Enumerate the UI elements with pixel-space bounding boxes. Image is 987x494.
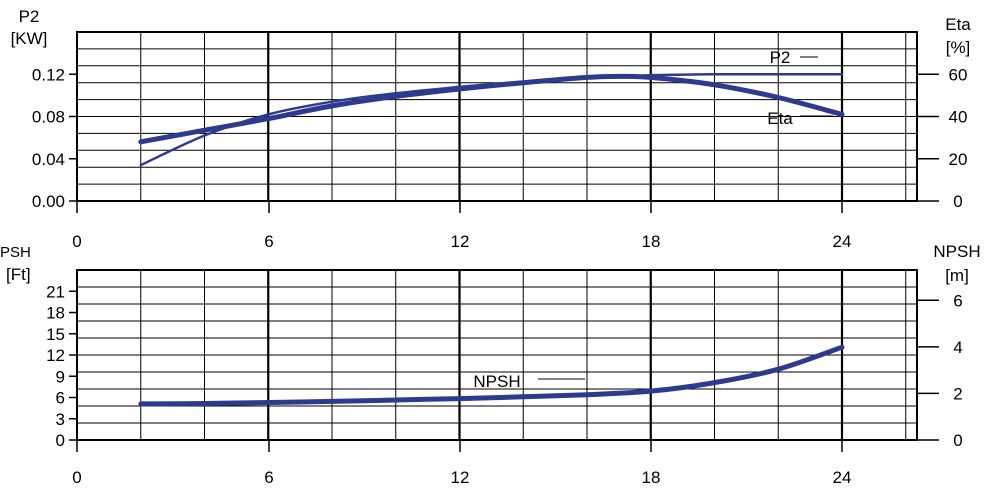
p2-axis-title: P2: [19, 7, 40, 26]
npsh-series-label: NPSH: [473, 372, 520, 391]
panel1-right-tick-label: 0: [953, 192, 962, 211]
eta-curve-line: [141, 76, 842, 141]
psh-axis-title: PSH: [0, 244, 31, 261]
p2-series-label: P2: [770, 48, 791, 67]
panel1-x-tick-label: 0: [72, 232, 81, 251]
panel2-x-tick-label: 18: [642, 468, 661, 487]
panel1-right-tick-label: 40: [949, 108, 968, 127]
panel2-left-tick-label: 21: [46, 282, 65, 301]
panel2-right-tick-label: 2: [953, 384, 962, 403]
panel1-x-tick-label: 24: [833, 232, 852, 251]
panel2-left-tick-label: 9: [56, 367, 65, 386]
panel1-left-tick-label: 0.04: [32, 150, 65, 169]
panel2-left-tick-label: 6: [56, 389, 65, 408]
eta-series-label: Eta: [767, 109, 793, 128]
psh-axis-unit: [Ft]: [6, 265, 31, 284]
panel2-left-tick-label: 12: [46, 346, 65, 365]
npsh-axis-title: NPSH: [933, 242, 980, 261]
panel2-right-tick-label: 4: [953, 338, 962, 357]
panel1-x-tick-label: 12: [451, 232, 470, 251]
panel1-right-tick-label: 60: [949, 65, 968, 84]
panel1-x-tick-label: 18: [642, 232, 661, 251]
eta-axis-unit: [%]: [946, 38, 971, 57]
npsh-axis-unit: [m]: [945, 266, 969, 285]
panel2-left-tick-label: 0: [56, 431, 65, 450]
panel1-left-tick-label: 0.00: [32, 192, 65, 211]
panel2-x-tick-label: 0: [72, 468, 81, 487]
panel2-x-tick-label: 6: [264, 468, 273, 487]
panel2-x-tick-label: 12: [451, 468, 470, 487]
panel1-x-tick-label: 6: [264, 232, 273, 251]
panel2-x-tick-label: 24: [833, 468, 852, 487]
panel2-right-tick-label: 6: [953, 291, 962, 310]
panel2-left-tick-label: 3: [56, 410, 65, 429]
p2-axis-unit: [KW]: [11, 29, 48, 48]
panel1-right-tick-label: 20: [949, 150, 968, 169]
panel2-right-tick-label: 0: [953, 431, 962, 450]
eta-axis-title: Eta: [945, 15, 971, 34]
panel1-left-tick-label: 0.08: [32, 108, 65, 127]
panel2-left-tick-label: 15: [46, 325, 65, 344]
panel1-left-tick-label: 0.12: [32, 65, 65, 84]
panel2-left-tick-label: 18: [46, 304, 65, 323]
